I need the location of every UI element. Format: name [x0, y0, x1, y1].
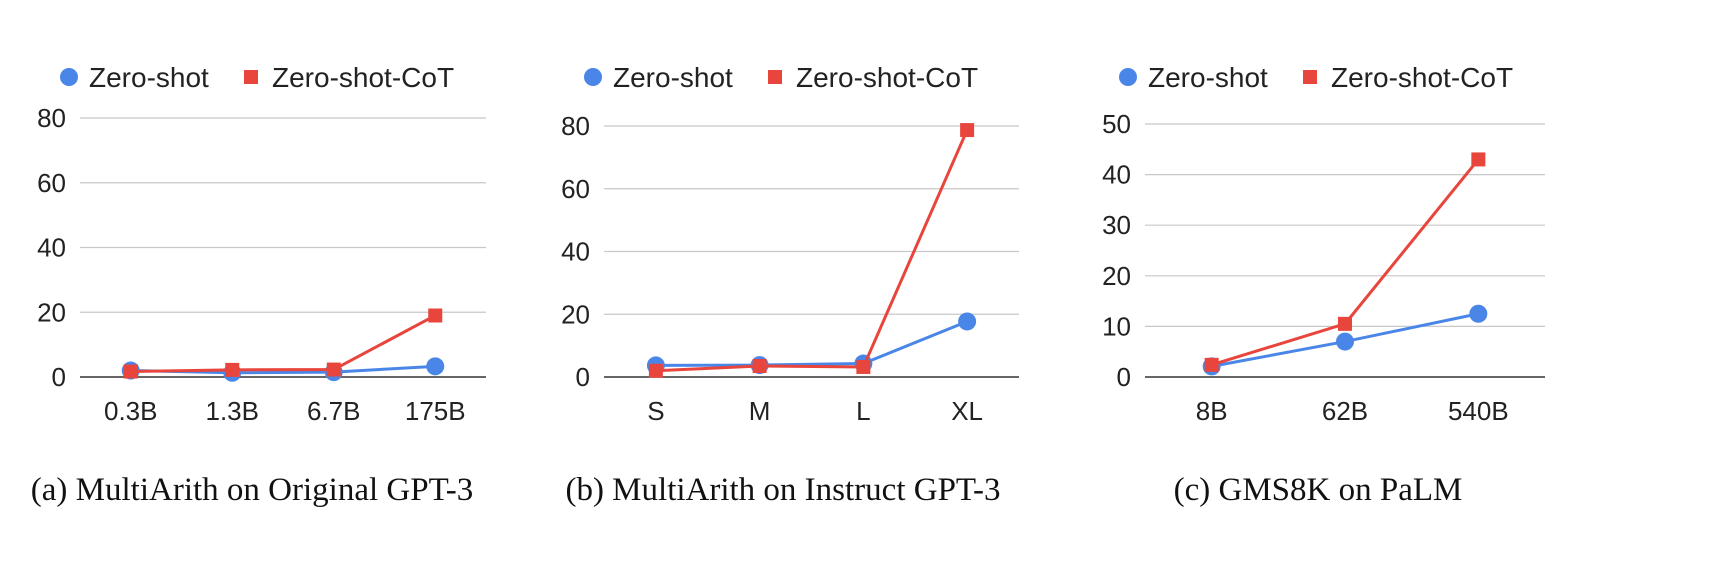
series-line-zero-shot-cot	[655, 129, 969, 373]
chart-caption: (a) MultiArith on Original GPT-3	[31, 472, 473, 508]
y-tick-label: 30	[1102, 210, 1131, 240]
data-point-zero-shot	[1469, 304, 1488, 323]
y-tick-label: 80	[37, 103, 66, 133]
legend-marker-zero-shot	[60, 68, 78, 86]
chart-panel-2: 0 20 40 60 80 S M L XL Zero-shot Zero-shot-CoT (b) …	[561, 62, 1019, 508]
y-tick-label: 0	[1117, 362, 1131, 392]
x-tick-label: 1.3B	[206, 396, 260, 426]
data-point-zero-shot-cot	[960, 123, 975, 138]
y-tick-label: 20	[561, 299, 590, 329]
legend-label-zero-shot: Zero-shot	[1148, 62, 1268, 93]
y-tick-label: 10	[1102, 311, 1131, 341]
chart-caption: (c) GMS8K on PaLM	[1174, 472, 1463, 508]
x-tick-label: 8B	[1196, 396, 1228, 426]
legend-label-zero-shot: Zero-shot	[89, 62, 209, 93]
x-tick-label: L	[856, 396, 870, 426]
legend-marker-zero-shot-cot	[1303, 70, 1317, 84]
legend-marker-zero-shot-cot	[768, 70, 782, 84]
data-point-zero-shot-cot	[1471, 152, 1486, 167]
x-tick-label: M	[749, 396, 771, 426]
series-line-zero-shot	[655, 320, 968, 367]
data-point-zero-shot-cot	[856, 359, 871, 374]
data-point-zero-shot	[1336, 332, 1354, 351]
y-tick-label: 60	[561, 174, 590, 204]
legend-label-zero-shot: Zero-shot	[613, 62, 733, 93]
x-tick-label: 0.3B	[104, 396, 158, 426]
chart-panel-1: 0 20 40 60 80 0.3B 1.3B 6.7B 175B Zero-shot Zero-s…	[31, 62, 486, 508]
x-tick-label: 62B	[1322, 396, 1368, 426]
x-tick-label: S	[647, 396, 664, 426]
y-tick-label: 20	[1102, 261, 1131, 291]
y-tick-label: 40	[561, 237, 590, 267]
data-point-zero-shot	[958, 312, 977, 331]
data-point-zero-shot-cot	[428, 308, 443, 323]
x-tick-label: 540B	[1448, 396, 1509, 426]
series-line-zero-shot-cot	[130, 314, 436, 373]
x-tick-label: 6.7B	[307, 396, 361, 426]
legend-label-zero-shot-cot: Zero-shot-CoT	[796, 62, 978, 93]
x-tick-label: 175B	[405, 396, 466, 426]
y-tick-label: 20	[37, 297, 66, 327]
data-point-zero-shot-cot	[752, 359, 767, 374]
y-tick-label: 40	[1102, 160, 1131, 190]
y-tick-label: 50	[1102, 109, 1131, 139]
y-tick-label: 60	[37, 168, 66, 198]
y-tick-label: 80	[561, 111, 590, 141]
data-point-zero-shot-cot	[326, 362, 341, 377]
data-point-zero-shot-cot	[648, 363, 663, 378]
legend-label-zero-shot-cot: Zero-shot-CoT	[1331, 62, 1513, 93]
chart-panel-3: 0 10 20 30 40 50 8B 62B 540B Zero-shot Zero-shot-C…	[1102, 62, 1545, 508]
chart-caption: (b) MultiArith on Instruct GPT-3	[565, 472, 1000, 508]
data-point-zero-shot-cot	[225, 362, 240, 377]
legend-marker-zero-shot	[584, 68, 602, 86]
legend-label-zero-shot-cot: Zero-shot-CoT	[272, 62, 454, 93]
y-tick-label: 0	[52, 362, 66, 392]
data-point-zero-shot	[426, 357, 445, 376]
data-point-zero-shot-cot	[1338, 316, 1352, 331]
legend-marker-zero-shot-cot	[244, 70, 258, 84]
y-tick-label: 40	[37, 233, 66, 263]
x-tick-label: XL	[951, 396, 983, 426]
data-point-zero-shot-cot	[1204, 357, 1219, 372]
y-tick-label: 0	[576, 362, 590, 392]
data-point-zero-shot-cot	[123, 364, 138, 379]
legend-marker-zero-shot	[1119, 68, 1137, 86]
